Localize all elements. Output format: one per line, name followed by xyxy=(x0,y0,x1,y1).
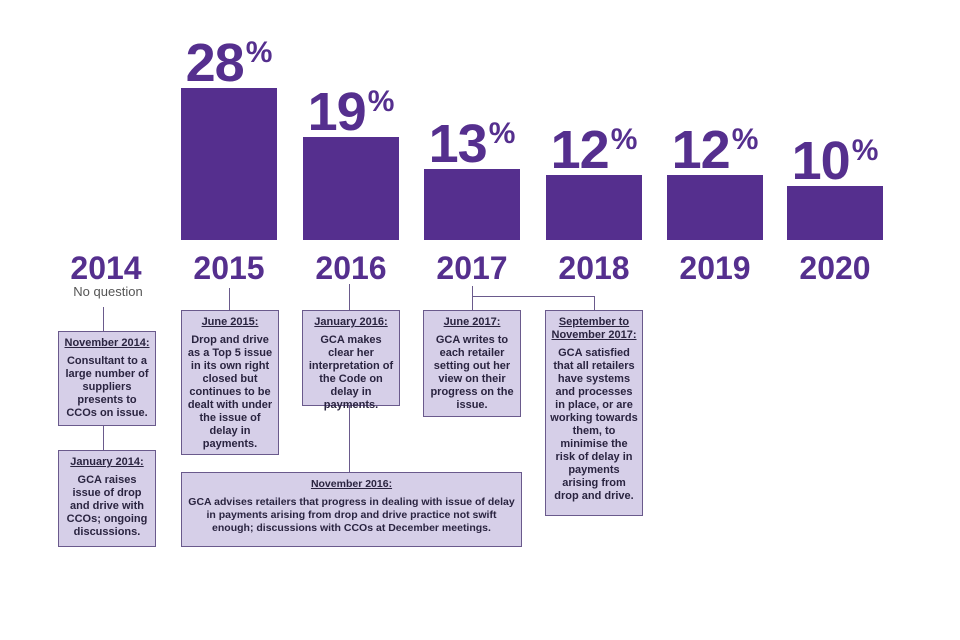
value-number: 12 xyxy=(671,120,731,180)
event-body: GCA advises retailers that progress in d… xyxy=(188,496,515,534)
event-box-jun2015: June 2015: Drop and drive as a Top 5 iss… xyxy=(181,310,279,455)
event-body: GCA writes to each retailer setting out … xyxy=(430,334,514,411)
event-box-jan2016: January 2016: GCA makes clear her interp… xyxy=(302,310,400,411)
event-title: November 2016: xyxy=(310,478,393,490)
event-title: November 2014: xyxy=(64,337,150,349)
year-label-2016: 2016 xyxy=(315,250,387,286)
bar-2020 xyxy=(787,186,883,240)
value-number: 12 xyxy=(550,120,610,180)
value-label-2018: 12% xyxy=(524,123,664,177)
bar-2016 xyxy=(303,137,399,240)
value-number: 13 xyxy=(428,114,488,174)
year-label-2020: 2020 xyxy=(799,250,871,286)
no-question-label: No question xyxy=(73,284,143,299)
bar-2017 xyxy=(424,169,520,240)
event-body: GCA makes clear her interpretation of th… xyxy=(308,334,394,411)
value-number: 19 xyxy=(307,82,367,142)
year-label-2015: 2015 xyxy=(193,250,265,286)
year-label-2019: 2019 xyxy=(679,250,751,286)
value-number: 28 xyxy=(185,33,245,93)
event-body: Consultant to a large number of supplier… xyxy=(65,355,149,419)
event-box-nov2016: November 2016: GCA advises retailers tha… xyxy=(181,472,522,547)
value-suffix: % xyxy=(488,117,516,150)
value-label-2020: 10% xyxy=(765,134,905,188)
event-title: January 2016: xyxy=(314,316,388,328)
value-label-2015: 28% xyxy=(159,36,299,90)
bar-2019 xyxy=(667,175,763,240)
event-box-sepnov2017: September to November 2017: GCA satisfie… xyxy=(545,310,643,516)
event-title: January 2014: xyxy=(70,456,144,468)
value-suffix: % xyxy=(610,123,638,156)
event-body: Drop and drive as a Top 5 issue in its o… xyxy=(187,334,273,450)
connector-2017-stem xyxy=(472,286,473,310)
connector-2015 xyxy=(229,288,230,310)
connector-2016 xyxy=(349,284,350,310)
event-box-jan2014: January 2014: GCA raises issue of drop a… xyxy=(58,450,156,547)
connector-2016-nov xyxy=(349,406,350,472)
year-label-2018: 2018 xyxy=(558,250,630,286)
connector-2017-branch xyxy=(472,296,595,297)
value-label-2019: 12% xyxy=(645,123,785,177)
year-label-2017: 2017 xyxy=(436,250,508,286)
connector-2014-inner xyxy=(103,426,104,450)
event-body: GCA raises issue of drop and drive with … xyxy=(66,474,148,538)
event-title: June 2017: xyxy=(443,316,501,328)
event-box-jun2017: June 2017: GCA writes to each retailer s… xyxy=(423,310,521,417)
value-label-2016: 19% xyxy=(281,85,421,139)
event-body: GCA satisfied that all retailers have sy… xyxy=(550,347,638,502)
bar-2018 xyxy=(546,175,642,240)
value-number: 10 xyxy=(791,131,851,191)
bar-2015 xyxy=(181,88,277,240)
value-suffix: % xyxy=(731,123,759,156)
event-title: June 2015: xyxy=(201,316,259,328)
event-title: September to November 2017: xyxy=(551,316,637,341)
value-suffix: % xyxy=(851,134,879,167)
year-label-2014: 2014 xyxy=(70,250,142,286)
connector-2014 xyxy=(103,307,104,331)
value-suffix: % xyxy=(367,85,395,118)
event-box-nov2014: November 2014: Consultant to a large num… xyxy=(58,331,156,426)
value-suffix: % xyxy=(245,36,273,69)
value-label-2017: 13% xyxy=(402,117,542,171)
connector-2017-sep xyxy=(594,296,595,310)
